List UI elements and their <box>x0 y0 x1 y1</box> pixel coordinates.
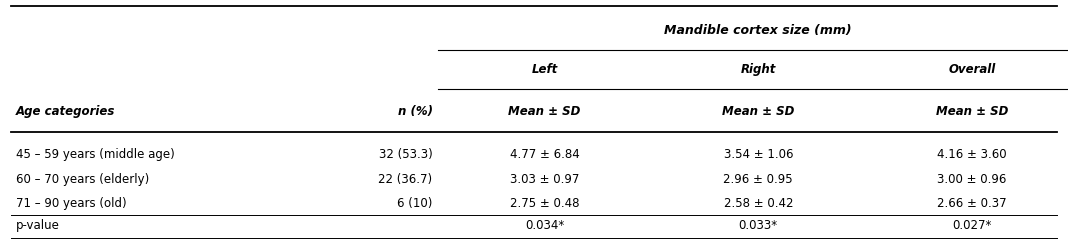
Text: 4.16 ± 3.60: 4.16 ± 3.60 <box>937 148 1007 162</box>
Text: 3.54 ± 1.06: 3.54 ± 1.06 <box>723 148 794 162</box>
Text: 45 – 59 years (middle age): 45 – 59 years (middle age) <box>16 148 175 162</box>
Text: n (%): n (%) <box>397 104 433 118</box>
Text: Age categories: Age categories <box>16 104 115 118</box>
Text: 3.03 ± 0.97: 3.03 ± 0.97 <box>511 173 579 186</box>
Text: 2.96 ± 0.95: 2.96 ± 0.95 <box>723 173 794 186</box>
Text: 4.77 ± 6.84: 4.77 ± 6.84 <box>509 148 580 162</box>
Text: Right: Right <box>740 63 776 76</box>
Text: 0.027*: 0.027* <box>953 219 991 232</box>
Text: 32 (53.3): 32 (53.3) <box>379 148 433 162</box>
Text: 0.034*: 0.034* <box>525 219 564 232</box>
Text: 2.58 ± 0.42: 2.58 ± 0.42 <box>723 197 794 210</box>
Text: 60 – 70 years (elderly): 60 – 70 years (elderly) <box>16 173 150 186</box>
Text: 6 (10): 6 (10) <box>397 197 433 210</box>
Text: 2.75 ± 0.48: 2.75 ± 0.48 <box>509 197 580 210</box>
Text: Mean ± SD: Mean ± SD <box>936 104 1008 118</box>
Text: 2.66 ± 0.37: 2.66 ± 0.37 <box>937 197 1007 210</box>
Text: Mean ± SD: Mean ± SD <box>722 104 795 118</box>
Text: Left: Left <box>532 63 557 76</box>
Text: 0.033*: 0.033* <box>739 219 778 232</box>
Text: Mean ± SD: Mean ± SD <box>508 104 581 118</box>
Text: 71 – 90 years (old): 71 – 90 years (old) <box>16 197 127 210</box>
Text: 22 (36.7): 22 (36.7) <box>378 173 433 186</box>
Text: 3.00 ± 0.96: 3.00 ± 0.96 <box>938 173 1006 186</box>
Text: Overall: Overall <box>948 63 995 76</box>
Text: p-value: p-value <box>16 219 60 232</box>
Text: Mandible cortex size (mm): Mandible cortex size (mm) <box>664 24 852 37</box>
